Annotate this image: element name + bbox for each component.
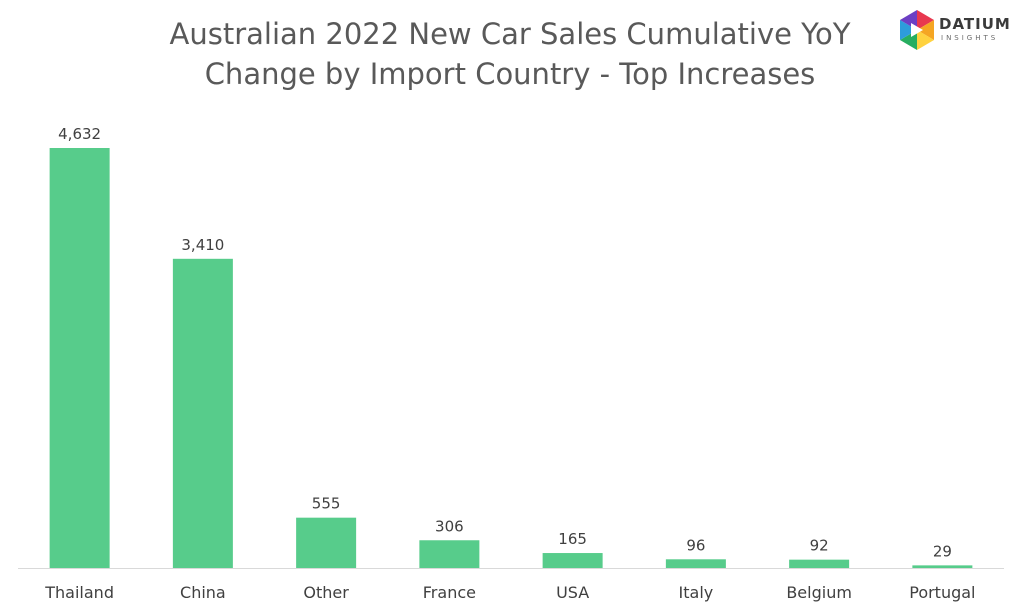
data-label-italy: 96 [686, 536, 705, 554]
category-label-portugal: Portugal [909, 583, 975, 602]
logo-subtext: INSIGHTS [941, 34, 999, 42]
bar-other [296, 517, 357, 568]
bars-group [49, 148, 973, 568]
bar-china [172, 258, 233, 568]
datium-insights-logo: DATIUM INSIGHTS [899, 8, 1019, 52]
bar-belgium [789, 559, 850, 568]
bar-france [419, 540, 480, 568]
category-label-other: Other [303, 583, 349, 602]
data-label-france: 306 [435, 517, 464, 535]
category-label-china: China [180, 583, 226, 602]
category-label-italy: Italy [679, 583, 714, 602]
bar-thailand [49, 148, 110, 568]
data-label-china: 3,410 [181, 236, 224, 254]
bar-italy [665, 559, 726, 568]
chart-title-line-1: Australian 2022 New Car Sales Cumulative… [169, 17, 851, 51]
category-label-thailand: Thailand [44, 583, 114, 602]
data-labels-group: 4,632 3,410 555 306 165 96 92 29 [58, 125, 952, 560]
chart-title-line-2: Change by Import Country - Top Increases [204, 57, 816, 91]
data-label-thailand: 4,632 [58, 125, 101, 143]
category-label-usa: USA [556, 583, 589, 602]
logo-wordmark: DATIUM [939, 15, 1011, 33]
data-label-belgium: 92 [810, 537, 829, 555]
category-label-belgium: Belgium [786, 583, 852, 602]
category-label-france: France [423, 583, 476, 602]
data-label-usa: 165 [558, 530, 587, 548]
bar-portugal [912, 565, 973, 568]
datium-logo-icon [900, 10, 934, 50]
bar-usa [542, 553, 603, 568]
category-labels-group: Thailand China Other France USA Italy Belgium P… [44, 583, 975, 602]
data-label-other: 555 [312, 495, 341, 513]
chart-title: Australian 2022 New Car Sales Cumulative… [120, 14, 900, 94]
data-label-portugal: 29 [933, 542, 952, 560]
